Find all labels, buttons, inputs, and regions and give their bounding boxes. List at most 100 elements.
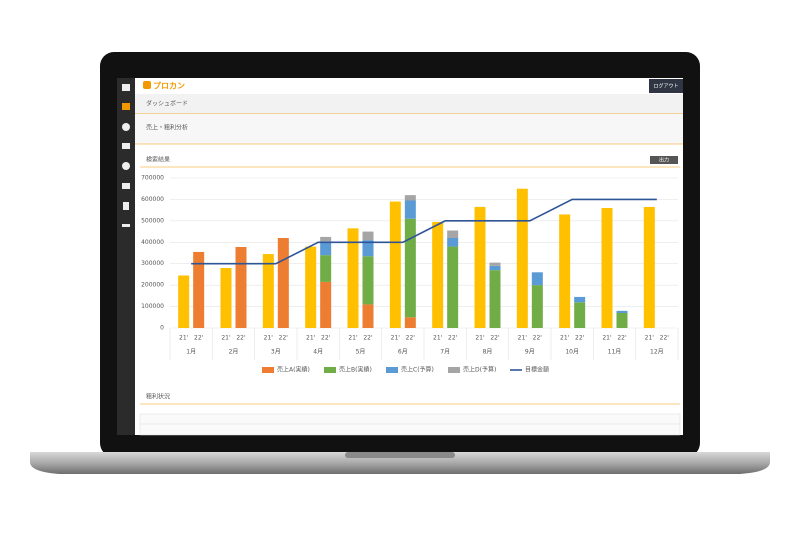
bar xyxy=(404,200,416,219)
breadcrumb-bar xyxy=(135,94,683,114)
y-tick-label: 500000 xyxy=(141,217,164,224)
x-subtick-label: 22' xyxy=(660,335,670,342)
x-subtick-label: 22' xyxy=(279,335,289,342)
nav-icon[interactable] xyxy=(122,162,130,170)
y-tick-label: 0 xyxy=(160,325,164,332)
x-subtick-label: 22' xyxy=(236,335,246,342)
bar xyxy=(362,304,374,328)
bar xyxy=(574,302,586,328)
x-tick-label: 3月 xyxy=(271,349,281,356)
section-title: 粗利状況 xyxy=(146,393,170,401)
nav-icon[interactable] xyxy=(122,183,130,189)
bar xyxy=(305,246,317,328)
nav-icon[interactable] xyxy=(122,143,130,149)
legend-swatch xyxy=(448,367,460,373)
x-subtick-label: 21' xyxy=(264,335,274,342)
bar xyxy=(531,272,543,286)
menu-icon[interactable] xyxy=(122,84,130,91)
bar xyxy=(362,240,374,257)
legend-label: 売上D(予算) xyxy=(463,366,496,374)
sidebar xyxy=(117,78,135,435)
bar xyxy=(235,247,247,328)
x-subtick-label: 22' xyxy=(194,335,204,342)
bar xyxy=(643,206,655,328)
y-tick-label: 300000 xyxy=(141,260,164,267)
breadcrumb: ダッシュボード xyxy=(146,100,188,108)
x-tick-label: 4月 xyxy=(313,349,323,356)
bar xyxy=(531,285,543,328)
target-line xyxy=(191,198,657,265)
bar xyxy=(277,238,289,328)
bar xyxy=(616,313,628,328)
x-subtick-label: 21' xyxy=(602,335,612,342)
bar xyxy=(320,281,332,328)
bar xyxy=(320,236,332,242)
bar xyxy=(178,275,190,328)
y-tick-label: 700000 xyxy=(141,175,164,182)
bar xyxy=(489,265,501,271)
x-tick-label: 11月 xyxy=(608,349,622,356)
bar xyxy=(559,214,571,328)
nav-icon[interactable] xyxy=(122,123,130,131)
x-tick-label: 2月 xyxy=(229,349,239,356)
x-subtick-label: 21' xyxy=(306,335,316,342)
x-subtick-label: 21' xyxy=(179,335,189,342)
logout-label: ログアウト xyxy=(653,83,678,90)
bar xyxy=(574,296,586,303)
page-title: 売上・粗利分析 xyxy=(146,124,188,132)
x-subtick-label: 21' xyxy=(221,335,231,342)
section-title: 検索結果 xyxy=(146,156,170,164)
x-subtick-label: 22' xyxy=(321,335,331,342)
x-tick-label: 5月 xyxy=(356,349,366,356)
x-subtick-label: 22' xyxy=(617,335,627,342)
nav-icon[interactable] xyxy=(122,224,130,227)
x-subtick-label: 22' xyxy=(448,335,458,342)
table-stub xyxy=(139,413,681,436)
bar xyxy=(474,206,486,328)
y-tick-label: 200000 xyxy=(141,282,164,289)
bar xyxy=(447,238,459,247)
bar xyxy=(404,218,416,318)
nav-icon[interactable] xyxy=(122,103,130,110)
logout-button[interactable] xyxy=(649,79,683,93)
legend-label: 目標金額 xyxy=(525,366,549,374)
bar xyxy=(489,262,501,266)
sidebar-icons xyxy=(122,84,130,227)
legend-label: 売上C(予算) xyxy=(401,366,434,374)
header xyxy=(135,78,683,94)
x-tick-label: 10月 xyxy=(565,349,579,356)
x-subtick-label: 21' xyxy=(391,335,401,342)
laptop-base xyxy=(30,452,770,474)
legend-label: 売上B(実績) xyxy=(339,366,372,374)
legend-swatch xyxy=(324,367,336,373)
export-label: 出力 xyxy=(659,157,669,164)
bar xyxy=(404,195,416,201)
bar xyxy=(347,228,359,328)
bar xyxy=(489,270,501,328)
x-subtick-label: 22' xyxy=(533,335,543,342)
logo: プロカン xyxy=(153,81,185,91)
bar xyxy=(220,268,232,328)
legend-swatch xyxy=(262,367,274,373)
legend-label: 売上A(実績) xyxy=(277,366,310,374)
x-tick-label: 7月 xyxy=(440,349,450,356)
bar xyxy=(616,310,628,313)
bar xyxy=(389,201,401,328)
x-subtick-label: 21' xyxy=(348,335,358,342)
title-band xyxy=(135,114,683,144)
legend-swatch xyxy=(386,367,398,373)
export-button[interactable] xyxy=(650,156,678,164)
chart: 0 100000 200000 300000 400000 500000 600000 700… xyxy=(141,175,679,374)
bar xyxy=(193,251,205,328)
y-tick-label: 400000 xyxy=(141,239,164,246)
x-tick-label: 6月 xyxy=(398,349,408,356)
logo-mark xyxy=(143,81,151,89)
y-tick-label: 600000 xyxy=(141,196,164,203)
bar xyxy=(601,208,613,328)
x-subtick-label: 21' xyxy=(560,335,570,342)
bar xyxy=(447,230,459,238)
x-subtick-label: 21' xyxy=(433,335,443,342)
x-tick-label: 1月 xyxy=(186,349,196,356)
nav-icon[interactable] xyxy=(123,202,129,210)
